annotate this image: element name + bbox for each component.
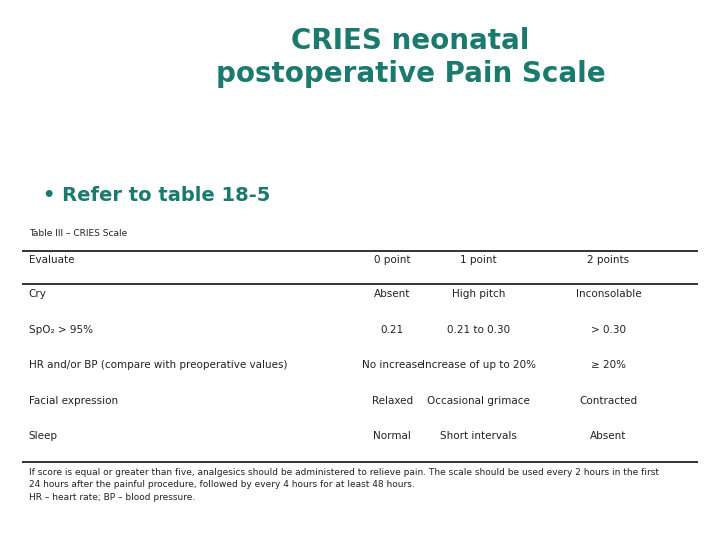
Text: If score is equal or greater than five, analgesics should be administered to rel: If score is equal or greater than five, …	[29, 468, 659, 502]
Text: Occasional grimace: Occasional grimace	[428, 396, 530, 406]
Text: Evaluate: Evaluate	[29, 255, 74, 266]
Text: 0.21 to 0.30: 0.21 to 0.30	[447, 325, 510, 335]
Text: Normal: Normal	[374, 431, 411, 442]
Text: CRIES neonatal
postoperative Pain Scale: CRIES neonatal postoperative Pain Scale	[215, 27, 606, 89]
Text: Relaxed: Relaxed	[372, 396, 413, 406]
Text: Table III – CRIES Scale: Table III – CRIES Scale	[29, 230, 127, 239]
Text: High pitch: High pitch	[452, 289, 505, 299]
Text: 1 point: 1 point	[461, 255, 497, 266]
Text: Contracted: Contracted	[580, 396, 637, 406]
Text: Inconsolable: Inconsolable	[575, 289, 642, 299]
Text: 2 points: 2 points	[588, 255, 629, 266]
Text: ≥ 20%: ≥ 20%	[591, 360, 626, 370]
Text: Cry: Cry	[29, 289, 47, 299]
Text: 0.21: 0.21	[381, 325, 404, 335]
Text: SpO₂ > 95%: SpO₂ > 95%	[29, 325, 93, 335]
Text: Facial expression: Facial expression	[29, 396, 118, 406]
Text: Sleep: Sleep	[29, 431, 58, 442]
Text: 0 point: 0 point	[374, 255, 410, 266]
Text: Absent: Absent	[374, 289, 410, 299]
Text: > 0.30: > 0.30	[591, 325, 626, 335]
Text: Increase of up to 20%: Increase of up to 20%	[422, 360, 536, 370]
Text: • Refer to table 18-5: • Refer to table 18-5	[43, 186, 271, 205]
Text: Short intervals: Short intervals	[441, 431, 517, 442]
Text: No increase: No increase	[361, 360, 423, 370]
Text: Absent: Absent	[590, 431, 626, 442]
Text: HR and/or BP (compare with preoperative values): HR and/or BP (compare with preoperative …	[29, 360, 287, 370]
